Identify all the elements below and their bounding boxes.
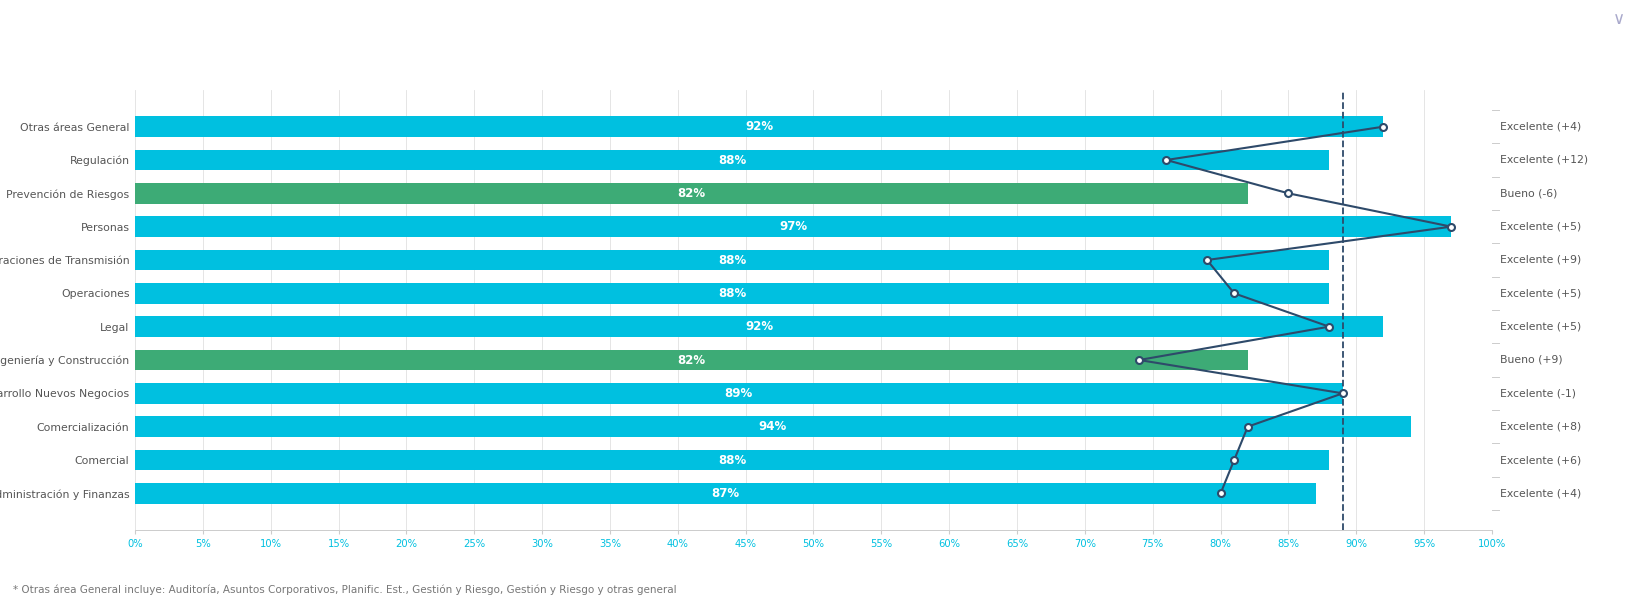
Bar xyxy=(134,417,1410,437)
Bar xyxy=(134,183,1247,204)
Text: 87%: 87% xyxy=(711,487,739,500)
Bar xyxy=(134,317,1383,337)
Text: * Otras área General incluye: Auditoría, Asuntos Corporativos, Planific. Est., G: * Otras área General incluye: Auditoría,… xyxy=(13,584,677,595)
Text: Excelente (+8): Excelente (+8) xyxy=(1500,422,1580,432)
Text: ∨: ∨ xyxy=(1613,10,1624,28)
Text: Excelente (+4): Excelente (+4) xyxy=(1500,121,1580,132)
Text: Excelente (+5): Excelente (+5) xyxy=(1500,221,1580,232)
Text: 82%: 82% xyxy=(677,187,705,200)
Text: 82%: 82% xyxy=(677,354,705,367)
Text: Excelente (+5): Excelente (+5) xyxy=(1500,289,1580,298)
Bar xyxy=(134,117,1383,137)
Text: 92%: 92% xyxy=(744,320,774,333)
Bar xyxy=(134,217,1451,237)
Text: Bueno (+9): Bueno (+9) xyxy=(1500,355,1562,365)
Text: 92%: 92% xyxy=(744,120,774,133)
Text: 94%: 94% xyxy=(759,420,787,433)
Bar xyxy=(134,149,1328,170)
Text: Bueno (-6): Bueno (-6) xyxy=(1500,188,1557,198)
Text: 88%: 88% xyxy=(718,287,746,300)
Text: Excelente (+9): Excelente (+9) xyxy=(1500,255,1580,265)
Text: 88%: 88% xyxy=(718,254,746,267)
Text: 97%: 97% xyxy=(779,220,806,233)
Bar xyxy=(134,450,1328,470)
Bar xyxy=(134,483,1314,504)
Text: 88%: 88% xyxy=(718,453,746,467)
Text: Excelente (+5): Excelente (+5) xyxy=(1500,321,1580,332)
Bar xyxy=(134,383,1342,404)
Bar xyxy=(134,350,1247,370)
Text: Excelente (-1): Excelente (-1) xyxy=(1500,389,1575,398)
Bar xyxy=(134,283,1328,304)
Text: Resultado por Gerencias (2017 - 2016): Resultado por Gerencias (2017 - 2016) xyxy=(11,12,315,26)
Text: Excelente (+12): Excelente (+12) xyxy=(1500,155,1588,165)
Text: Excelente (+6): Excelente (+6) xyxy=(1500,455,1580,465)
Bar xyxy=(134,249,1328,270)
Text: Excelente (+4): Excelente (+4) xyxy=(1500,489,1580,498)
Text: 89%: 89% xyxy=(724,387,752,400)
Text: 88%: 88% xyxy=(718,154,746,167)
